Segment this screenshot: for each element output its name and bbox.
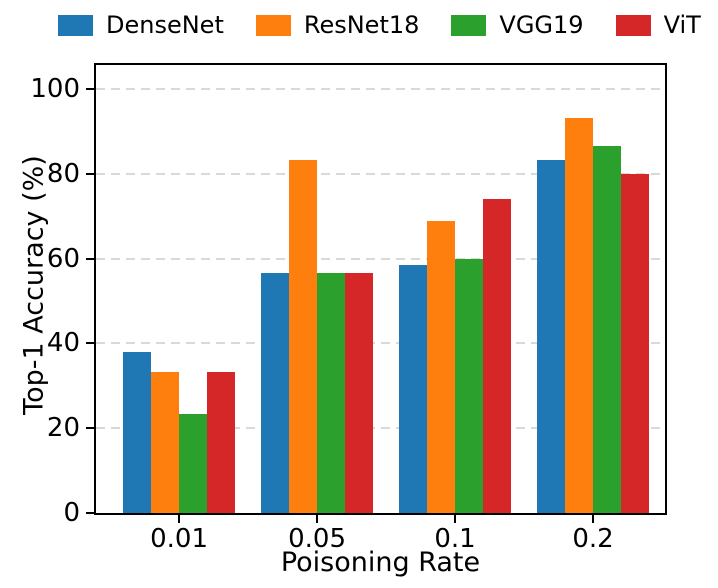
gridline-y-80 [96,172,665,175]
x-tick-label: 0.1 [434,524,476,554]
plot-spine-right [665,63,667,515]
legend-swatch-resnet18 [255,14,291,36]
legend: DenseNet ResNet18 VGG19 ViT [58,12,701,38]
plot-spine-bottom [94,513,667,515]
legend-swatch-vgg19 [451,14,487,36]
bar-resnet18-0.05 [289,159,318,513]
y-tick-label: 80 [46,158,80,189]
bar-densenet-0.01 [123,352,152,513]
y-tick-label: 100 [30,74,80,105]
legend-label: DenseNet [106,11,224,39]
y-axis-label: Top-1 Accuracy (%) [18,155,50,415]
bar-vgg19-0.1 [455,258,484,513]
gridline-y-20 [96,427,665,430]
bar-vgg19-0.2 [593,145,622,513]
plot-area: 0 20 40 60 80 100 0.01 0.05 0.1 0.2 [30,63,667,552]
plot-spine-left [94,63,96,515]
y-tick-mark [86,512,94,514]
y-tick-label: 60 [46,243,80,274]
bar-vgg19-0.01 [179,414,208,513]
legend-swatch-densenet [58,14,93,36]
legend-item-vgg19: VGG19 [451,11,584,39]
x-tick-mark [316,515,319,523]
y-tick-mark [86,257,94,260]
legend-item-resnet18: ResNet18 [255,11,420,39]
bar-resnet18-0.1 [427,220,456,513]
legend-swatch-vit [615,14,651,36]
x-tick-label: 0.2 [572,524,614,554]
bar-densenet-0.1 [399,264,428,513]
y-tick-label: 20 [46,413,80,444]
legend-label: ViT [663,11,701,39]
gridline-y-60 [96,257,665,260]
y-tick-label: 40 [46,328,80,359]
x-tick-label: 0.05 [288,524,346,554]
y-tick-mark [86,342,94,345]
y-tick-mark [86,88,94,91]
legend-label: ResNet18 [303,11,420,39]
gridline-y-100 [96,88,665,91]
gridline-y-40 [96,342,665,345]
bar-densenet-0.2 [537,159,566,513]
bar-vit-0.1 [483,199,512,513]
x-tick-mark [178,515,181,523]
bar-vit-0.01 [207,371,236,513]
bar-vit-0.2 [621,173,650,513]
bar-vit-0.05 [345,272,374,513]
legend-item-densenet: DenseNet [58,13,224,37]
x-tick-mark [454,515,457,523]
x-tick-label: 0.01 [150,524,209,554]
bar-densenet-0.05 [261,272,290,513]
bar-resnet18-0.01 [151,371,180,513]
plot-spine-top [94,63,667,65]
x-tick-mark [592,515,595,523]
legend-label: VGG19 [499,11,584,39]
bar-resnet18-0.2 [565,117,594,513]
x-axis-label: Poisoning Rate [280,547,481,578]
legend-item-vit: ViT [615,11,701,39]
y-tick-mark [86,172,94,175]
y-tick-label: 0 [63,498,80,528]
bar-vgg19-0.05 [317,272,346,513]
y-tick-mark [86,427,94,430]
